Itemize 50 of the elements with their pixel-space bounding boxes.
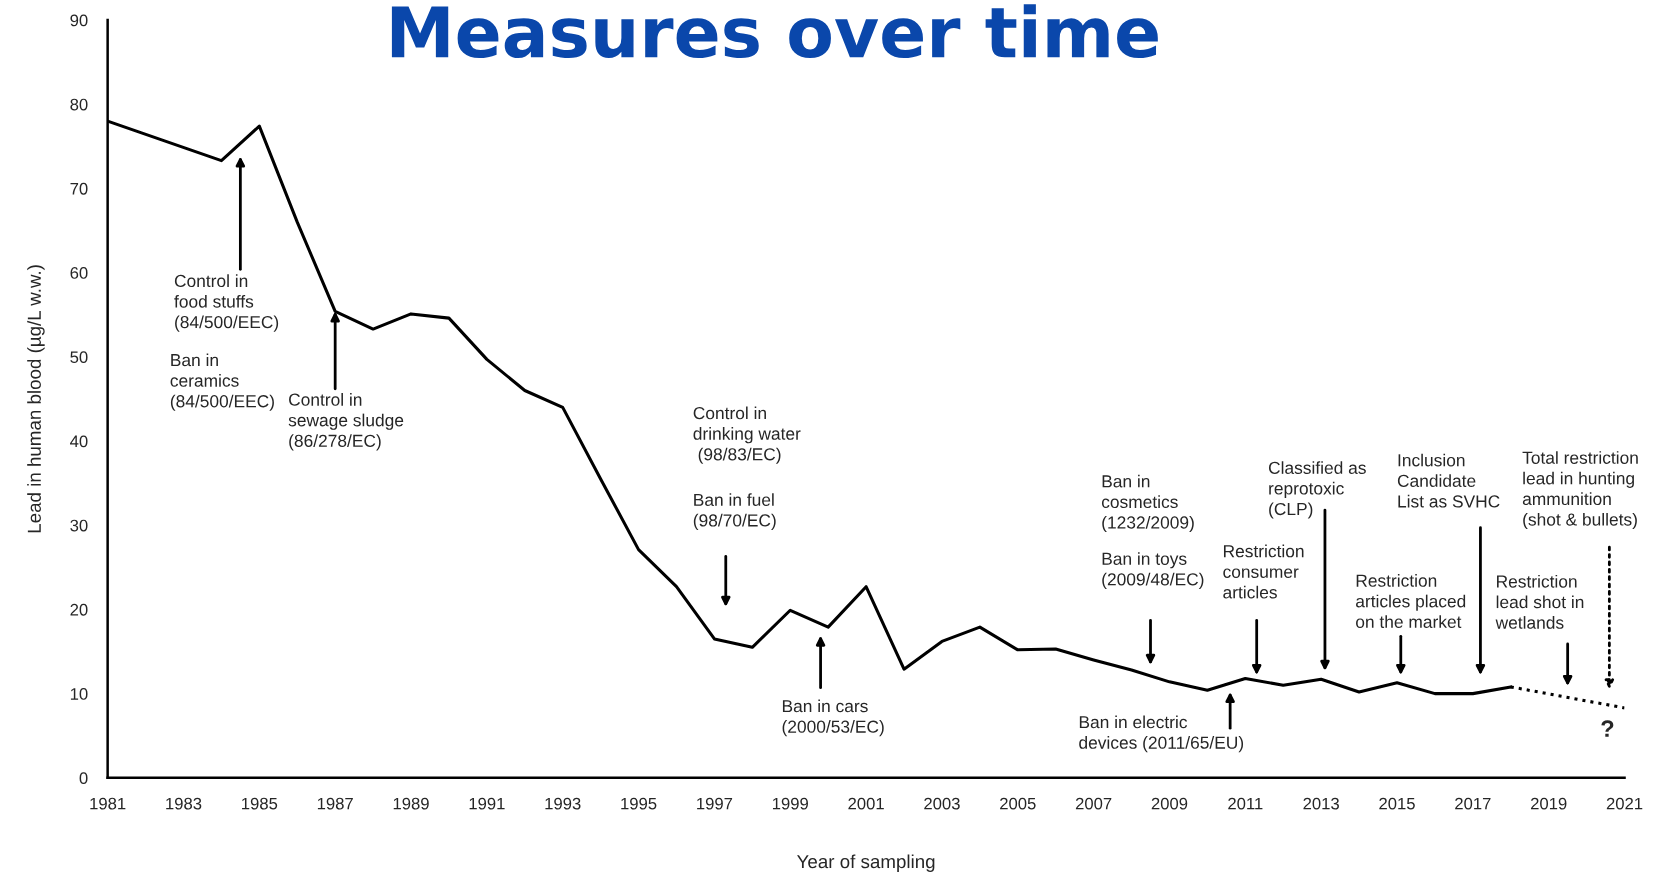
- annotation: Restriction lead shot in wetlands: [1495, 574, 1584, 629]
- annotation: Total restriction lead in hunting ammunition (shot & bullets): [1522, 451, 1638, 530]
- y-tick-label: 0: [79, 772, 88, 785]
- x-tick-label: 2005: [1000, 797, 1036, 810]
- x-tick-label: 1981: [90, 797, 126, 810]
- y-tick-label: 30: [70, 519, 88, 532]
- x-tick-label: 2013: [1303, 797, 1339, 810]
- annotation: Ban in electric devices (2011/65/EU): [1079, 715, 1244, 753]
- x-tick-label: 2017: [1455, 797, 1491, 810]
- x-tick-label: 1995: [621, 797, 657, 810]
- annotation: Ban in ceramics (84/500/EEC): [170, 353, 274, 411]
- annotation: Control in drinking water (98/83/EC): [693, 406, 801, 464]
- x-tick-label: 2001: [848, 797, 884, 810]
- x-tick-label: 2015: [1379, 797, 1415, 810]
- annotation: Ban in cars (2000/53/EC): [782, 699, 884, 737]
- annotation: Ban in cosmetics (1232/2009): [1101, 474, 1194, 533]
- y-tick-label: 70: [70, 182, 88, 195]
- y-tick-label: 20: [70, 603, 88, 616]
- x-tick-label: 2021: [1606, 797, 1643, 810]
- x-tick-label: 1997: [697, 797, 733, 810]
- annotation: Ban in toys (2009/48/EC): [1102, 552, 1204, 589]
- y-tick-label: 50: [70, 351, 88, 364]
- y-tick-label: 10: [70, 688, 88, 700]
- x-tick-label: 1983: [166, 797, 202, 810]
- x-tick-label: 1999: [772, 797, 808, 810]
- chart-title: Measures over time: [391, 4, 1158, 59]
- x-tick-label: 2009: [1151, 797, 1188, 810]
- x-tick-label: 2019: [1530, 797, 1567, 810]
- annotation: Inclusion Candidate List as SVHC: [1397, 453, 1500, 508]
- y-tick-label: 60: [70, 267, 88, 279]
- x-tick-label: 1993: [545, 797, 581, 810]
- y-tick-label: 80: [70, 98, 88, 111]
- x-tick-label: 1985: [242, 797, 278, 810]
- x-tick-label: 2007: [1075, 797, 1112, 810]
- x-tick-label: 1989: [393, 797, 429, 810]
- annotation: Restriction articles placed on the market: [1356, 574, 1466, 628]
- annotation: Classified as reprotoxic (CLP): [1268, 461, 1366, 519]
- x-axis-title: Year of sampling: [797, 854, 935, 872]
- y-tick-label: 90: [70, 14, 88, 27]
- annotation: Ban in fuel (98/70/EC): [693, 493, 776, 530]
- annotation: Restriction consumer articles: [1223, 544, 1304, 599]
- y-tick-label: 40: [70, 435, 88, 448]
- x-tick-label: 2011: [1228, 797, 1263, 810]
- annotation: Control in sewage sludge (86/278/EC): [288, 393, 404, 451]
- x-tick-label: 2003: [924, 797, 960, 810]
- annotation: ?: [1601, 720, 1614, 737]
- y-axis-title: Lead in human blood (µg/L w.w.): [27, 265, 45, 533]
- x-tick-label: 1991: [469, 797, 505, 810]
- x-tick-label: 1987: [317, 797, 353, 810]
- annotation: Control in food stuffs (84/500/EEC): [174, 274, 279, 332]
